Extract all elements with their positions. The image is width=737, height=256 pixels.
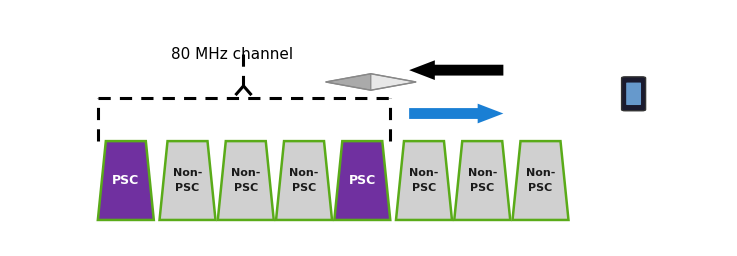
Text: PSC: PSC: [528, 183, 553, 194]
Text: Non-: Non-: [231, 168, 260, 178]
Text: PSC: PSC: [234, 183, 258, 194]
Text: Non-: Non-: [172, 168, 202, 178]
Polygon shape: [159, 141, 215, 220]
Text: Non-: Non-: [290, 168, 318, 178]
Text: PSC: PSC: [175, 183, 200, 194]
Polygon shape: [218, 141, 273, 220]
Text: PSC: PSC: [412, 183, 436, 194]
Polygon shape: [98, 141, 154, 220]
Polygon shape: [276, 141, 332, 220]
Text: Non-: Non-: [409, 168, 439, 178]
Polygon shape: [512, 141, 568, 220]
Polygon shape: [396, 141, 452, 220]
Polygon shape: [335, 141, 391, 220]
Polygon shape: [326, 74, 371, 90]
Text: 80 MHz channel: 80 MHz channel: [171, 47, 293, 62]
Text: PSC: PSC: [349, 174, 376, 187]
Text: Non-: Non-: [525, 168, 555, 178]
Polygon shape: [371, 74, 416, 90]
FancyBboxPatch shape: [621, 77, 646, 111]
Polygon shape: [409, 104, 503, 123]
Text: PSC: PSC: [470, 183, 495, 194]
Polygon shape: [409, 60, 503, 80]
Text: PSC: PSC: [292, 183, 316, 194]
Polygon shape: [454, 141, 510, 220]
Text: PSC: PSC: [112, 174, 139, 187]
FancyBboxPatch shape: [626, 83, 641, 105]
Text: Non-: Non-: [467, 168, 497, 178]
